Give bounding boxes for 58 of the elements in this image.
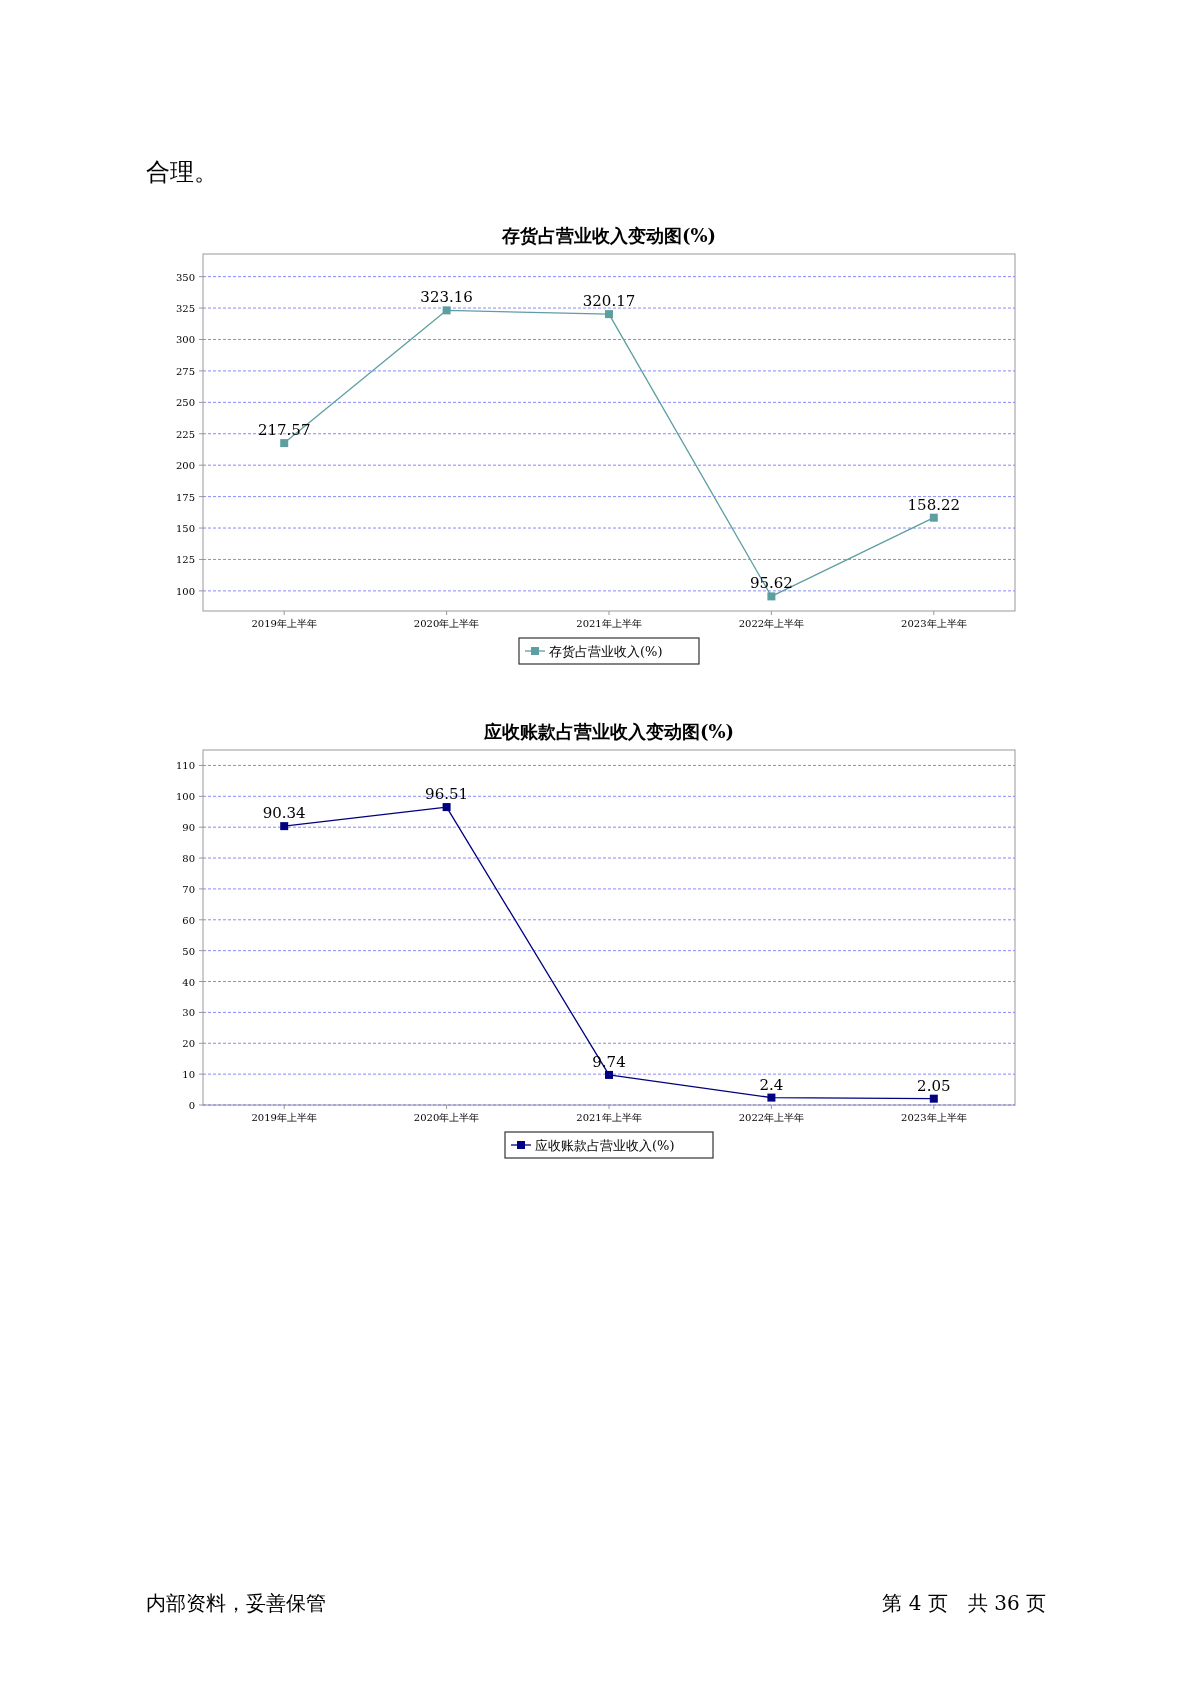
data-label: 323.16: [420, 288, 473, 307]
data-label: 2.4: [759, 1075, 784, 1094]
y-tick-label: 250: [175, 397, 195, 409]
chart-title: 应收账款占营业收入变动图(%): [482, 721, 735, 742]
point: [605, 310, 613, 319]
x-tick-label: 2021年上半年: [576, 618, 642, 629]
point: [929, 513, 938, 522]
point: [605, 1070, 613, 1079]
point: [442, 306, 451, 315]
x-tick-label: 2022年上半年: [738, 618, 805, 629]
y-tick-label: 10: [182, 1069, 195, 1081]
data-label: 95.62: [749, 574, 793, 593]
y-tick-label: 0: [188, 1100, 195, 1111]
x-tick-label: 2021年上半年: [576, 1112, 642, 1123]
point: [767, 1093, 776, 1102]
text: 合理。: [146, 158, 218, 186]
point: [767, 592, 776, 601]
data-label: 96.51: [425, 785, 469, 804]
y-tick-label: 200: [175, 460, 195, 472]
data-label: 2.05: [917, 1076, 951, 1095]
x-tick-label: 2020年上半年: [413, 618, 480, 629]
y-tick-label: 70: [182, 883, 195, 895]
text: 内部资料，妥善保管: [146, 1591, 326, 1615]
y-tick-label: 50: [182, 945, 195, 957]
y-tick-label: 80: [182, 853, 195, 865]
y-tick-label: 300: [175, 334, 195, 346]
x-tick-label: 2023年上半年: [901, 1112, 967, 1123]
y-tick-label: 150: [175, 523, 195, 535]
y-tick-label: 30: [182, 1007, 195, 1019]
y-tick-label: 225: [175, 428, 195, 440]
point: [442, 803, 451, 812]
point: [929, 1094, 938, 1103]
y-tick-label: 40: [182, 976, 195, 988]
y-tick-label: 125: [175, 554, 195, 566]
x-tick-label: 2019年上半年: [251, 618, 317, 629]
y-tick-label: 20: [182, 1038, 195, 1050]
y-tick-label: 350: [175, 271, 195, 283]
y-tick-label: 100: [175, 585, 195, 597]
data-label: 90.34: [262, 804, 306, 823]
x-tick-label: 2020年上半年: [413, 1112, 480, 1123]
data-label: 158.22: [907, 495, 961, 514]
chart-title: 存货占营业收入变动图(%): [500, 225, 717, 246]
x-tick-label: 2022年上半年: [738, 1112, 805, 1123]
y-tick-label: 275: [175, 365, 195, 377]
y-tick-label: 110: [175, 760, 195, 772]
x-tick-label: 2023年上半年: [901, 618, 967, 629]
legend-label: 应收账款占营业收入(%): [535, 1138, 675, 1153]
y-tick-label: 90: [182, 822, 195, 834]
y-tick-label: 60: [182, 914, 195, 926]
y-tick-label: 325: [175, 303, 195, 315]
x-tick-label: 2019年上半年: [251, 1112, 317, 1123]
text: 第 4 页 共 36 页: [882, 1591, 1046, 1615]
point: [280, 439, 289, 448]
y-tick-label: 175: [175, 491, 195, 503]
legend-label: 存货占营业收入(%): [549, 644, 663, 659]
data-label: 320.17: [582, 292, 636, 311]
point: [280, 822, 289, 831]
y-tick-label: 100: [175, 791, 195, 803]
